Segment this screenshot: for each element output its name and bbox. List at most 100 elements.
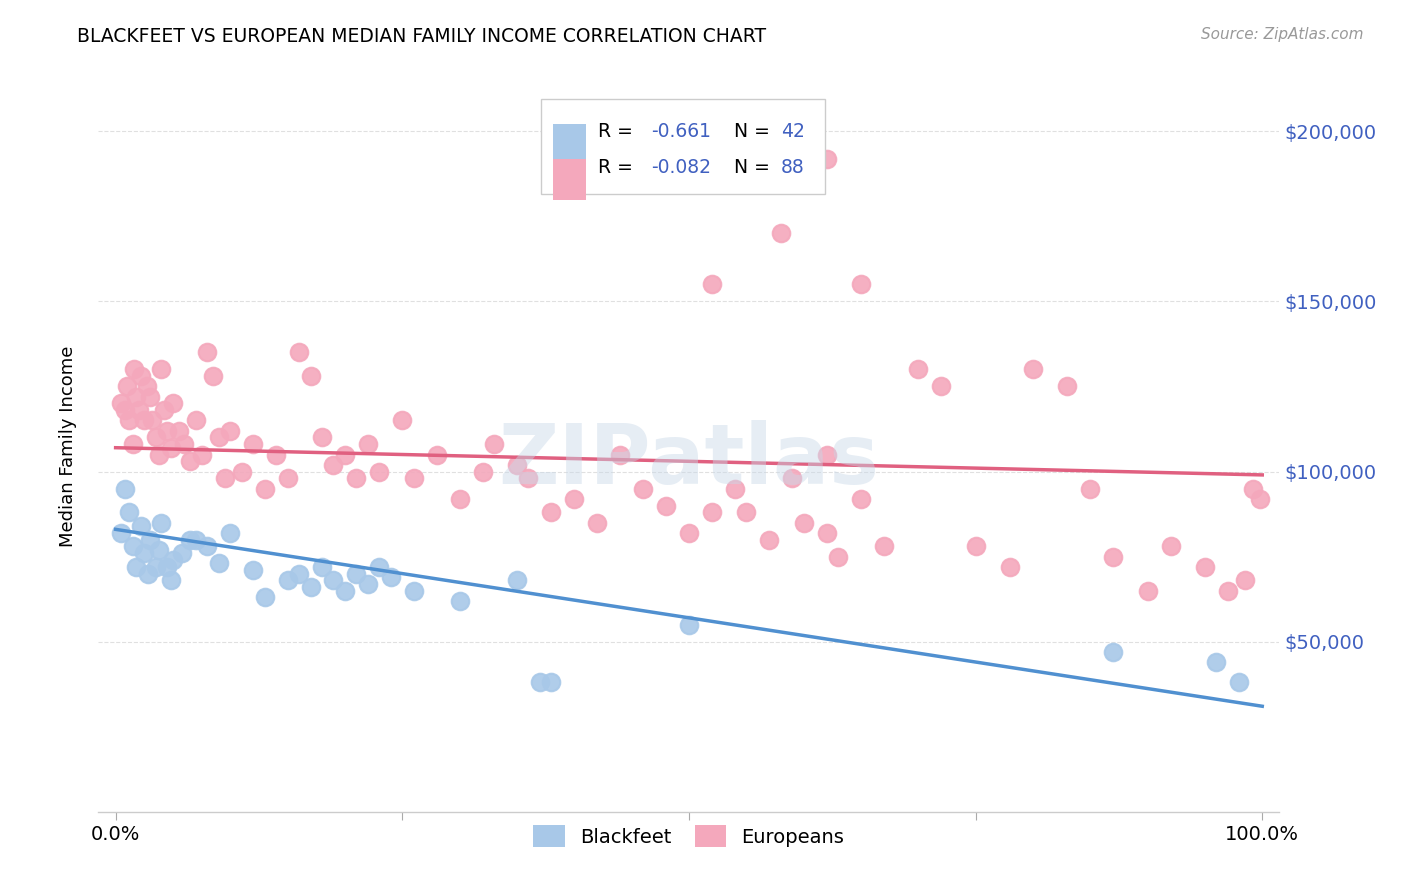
Point [1241,482,1264,496]
Point [1056,379,1078,393]
Point [134,413,156,427]
Point [965,540,987,554]
Point [344,566,367,581]
Legend: Blackfeet, Europeans: Blackfeet, Europeans [527,819,851,854]
Point [122,362,145,376]
Point [118,505,141,519]
Point [231,465,253,479]
Point [998,559,1021,574]
Point [609,448,631,462]
Point [735,505,758,519]
Point [1102,549,1125,564]
Point [1078,482,1101,496]
Text: -0.661: -0.661 [651,122,711,141]
Point [179,454,201,468]
Point [333,448,356,462]
Point [380,570,402,584]
Point [121,540,143,554]
Point [159,574,181,588]
Point [148,542,170,557]
Point [179,533,201,547]
Point [145,559,167,574]
Point [1022,362,1045,376]
Point [208,557,231,571]
Point [562,491,585,506]
Point [114,403,136,417]
Point [136,566,159,581]
Point [815,525,838,540]
Point [184,533,207,547]
Point [1249,491,1271,506]
Point [517,471,540,485]
Point [907,362,929,376]
Point [299,580,322,594]
Point [139,533,162,547]
Point [1136,583,1159,598]
Point [815,448,838,462]
Point [195,540,218,554]
Point [322,458,344,472]
Point [849,491,872,506]
Point [190,448,212,462]
Point [114,482,136,496]
Point [135,379,157,393]
Bar [541,98,825,194]
Text: R =: R = [598,122,638,141]
Point [368,465,391,479]
Point [110,396,132,410]
Point [172,546,194,560]
Point [125,390,148,404]
Point [426,448,449,462]
Point [162,396,184,410]
Point [150,362,173,376]
Point [449,594,471,608]
Text: Source: ZipAtlas.com: Source: ZipAtlas.com [1201,27,1364,42]
Point [129,519,152,533]
Point [678,617,700,632]
Point [849,277,872,292]
Point [159,441,181,455]
Point [402,583,425,598]
Point [202,369,225,384]
Point [125,559,148,574]
Point [1205,655,1227,669]
Point [368,559,391,574]
Point [288,345,311,359]
Point [134,546,156,560]
Point [402,471,425,485]
Point [333,583,356,598]
Point [129,369,152,384]
Point [184,413,207,427]
Point [118,413,141,427]
Text: R =: R = [598,159,638,178]
Point [357,437,380,451]
Point [758,533,780,547]
Point [322,574,344,588]
Point [264,448,287,462]
Point [357,576,380,591]
Point [277,471,299,485]
Point [655,499,678,513]
Point [311,430,333,444]
Point [139,390,162,404]
Point [471,465,494,479]
Point [150,516,173,530]
Point [162,553,184,567]
Point [1234,574,1257,588]
Point [815,152,838,166]
Point [540,505,562,519]
Point [167,424,190,438]
Point [449,491,471,506]
Point [1194,559,1216,574]
Point [219,525,242,540]
Point [128,403,150,417]
Text: BLACKFEET VS EUROPEAN MEDIAN FAMILY INCOME CORRELATION CHART: BLACKFEET VS EUROPEAN MEDIAN FAMILY INCO… [77,27,766,45]
Point [311,559,333,574]
Point [1160,540,1182,554]
Point [1216,583,1239,598]
Point [700,277,723,292]
Point [145,430,167,444]
Point [529,675,551,690]
Point [827,549,849,564]
Point [1227,675,1250,690]
